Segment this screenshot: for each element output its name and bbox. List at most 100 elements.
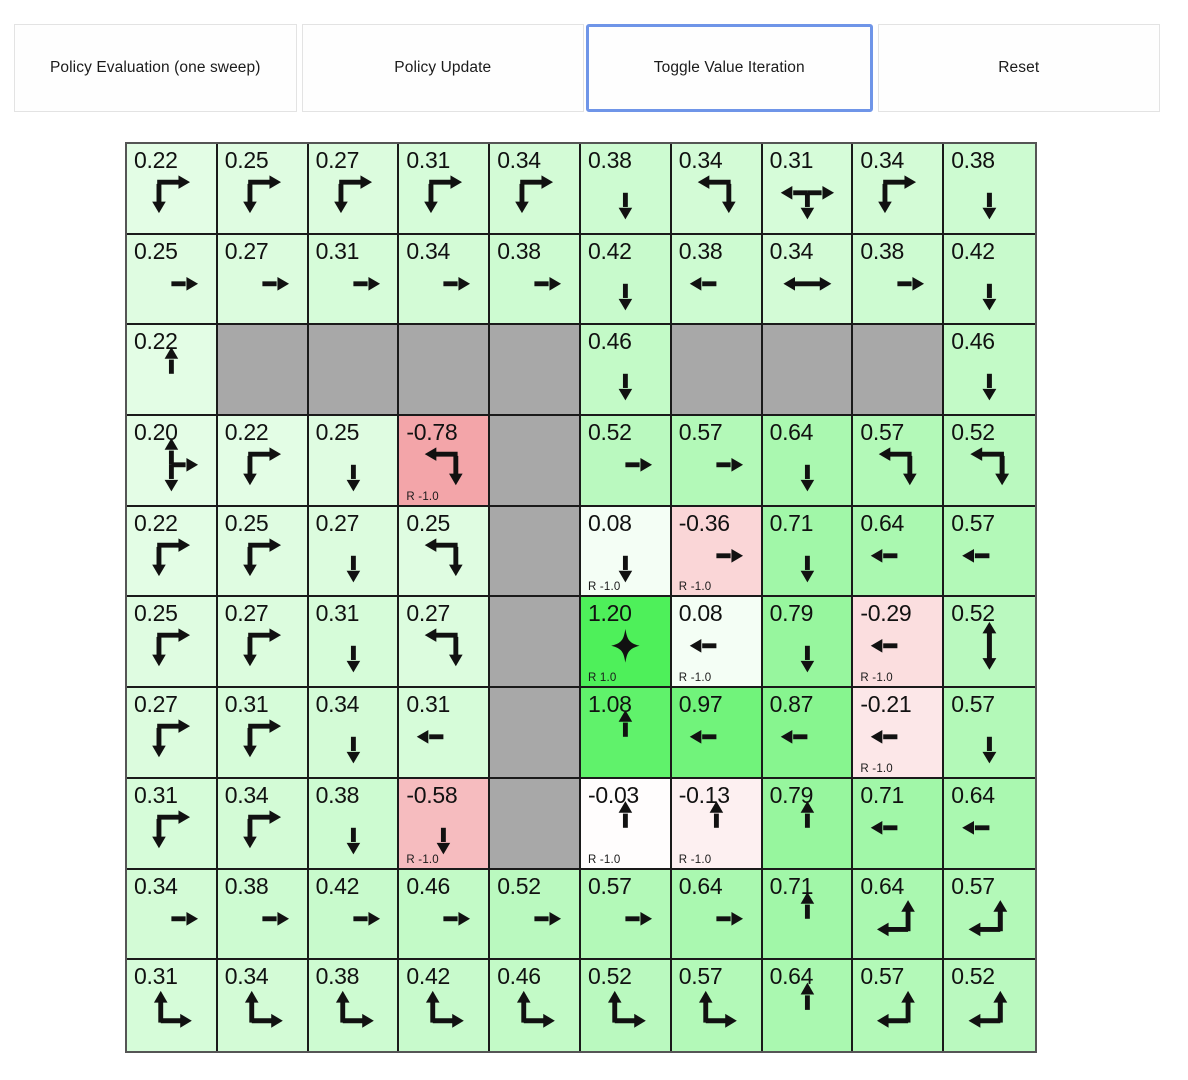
grid-cell[interactable]: 0.46 [944, 325, 1035, 417]
grid-cell[interactable]: 0.31 [308, 597, 400, 689]
grid-cell[interactable]: 0.38 [671, 234, 763, 326]
grid-cell[interactable]: 0.38 [853, 234, 945, 326]
grid-cell[interactable]: 0.34 [217, 960, 309, 1051]
grid-cell[interactable]: 0.08 R -1.0 [671, 597, 763, 689]
grid-cell[interactable]: 0.38 [490, 234, 581, 326]
grid-cell[interactable]: 0.52 [944, 960, 1035, 1051]
grid-cell[interactable]: 0.25 [127, 234, 218, 326]
grid-cell[interactable]: 0.22 [127, 506, 218, 598]
policy-update-button[interactable]: Policy Update [301, 24, 584, 112]
grid-cell[interactable]: 0.79 [762, 778, 854, 870]
grid-cell[interactable]: 0.31 [399, 144, 491, 235]
grid-cell[interactable]: 0.38 [944, 144, 1035, 235]
grid-cell[interactable]: 1.08 [581, 688, 672, 779]
grid-cell[interactable]: 0.46 [399, 869, 491, 961]
grid-cell[interactable]: 0.71 [853, 778, 945, 870]
grid-cell[interactable]: 0.42 [308, 869, 400, 961]
grid-cell[interactable]: -0.21 R -1.0 [853, 688, 945, 779]
grid-cell[interactable]: 0.42 [944, 234, 1035, 326]
grid-cell[interactable]: 0.34 [853, 144, 945, 235]
grid-cell[interactable]: 0.52 [944, 416, 1035, 507]
grid-cell[interactable]: 0.38 [308, 778, 400, 870]
grid-cell-wall[interactable] [490, 597, 581, 689]
grid-cell[interactable]: 0.20 [127, 416, 218, 507]
grid-cell[interactable]: 0.64 [671, 869, 763, 961]
grid-cell[interactable]: -0.03 R -1.0 [581, 778, 672, 870]
grid-cell[interactable]: 0.64 [944, 778, 1035, 870]
grid-cell[interactable]: 0.57 [944, 506, 1035, 598]
grid-cell[interactable]: 0.22 [127, 144, 218, 235]
grid-cell[interactable]: 0.22 [217, 416, 309, 507]
grid-cell[interactable]: 0.27 [308, 506, 400, 598]
grid-cell[interactable]: 0.25 [127, 597, 218, 689]
grid-cell-wall[interactable] [308, 325, 400, 417]
grid-cell[interactable]: -0.36 R -1.0 [671, 506, 763, 598]
grid-cell[interactable]: 0.57 [671, 960, 763, 1051]
grid-cell[interactable]: 0.31 [127, 778, 218, 870]
grid-cell[interactable]: 0.42 [581, 234, 672, 326]
grid-cell[interactable]: 0.87 [762, 688, 854, 779]
grid-cell[interactable]: 0.34 [399, 234, 491, 326]
grid-cell[interactable]: 0.34 [217, 778, 309, 870]
grid-cell-wall[interactable] [490, 506, 581, 598]
grid-cell-wall[interactable] [490, 416, 581, 507]
grid-cell[interactable]: 0.64 [853, 869, 945, 961]
grid-cell[interactable]: -0.29 R -1.0 [853, 597, 945, 689]
policy-evaluation-button[interactable]: Policy Evaluation (one sweep) [14, 24, 297, 112]
grid-cell[interactable]: 0.27 [308, 144, 400, 235]
grid-cell[interactable]: 0.34 [127, 869, 218, 961]
grid-cell[interactable]: 0.57 [581, 869, 672, 961]
grid-cell[interactable]: 0.22 [127, 325, 218, 417]
grid-cell[interactable]: 0.31 [762, 144, 854, 235]
grid-cell[interactable]: 0.64 [853, 506, 945, 598]
grid-cell[interactable]: 0.97 [671, 688, 763, 779]
reset-button[interactable]: Reset [877, 24, 1160, 112]
grid-cell[interactable]: 0.71 [762, 869, 854, 961]
grid-cell[interactable]: -0.13 R -1.0 [671, 778, 763, 870]
grid-cell-wall[interactable] [762, 325, 854, 417]
grid-cell[interactable]: 0.57 [944, 869, 1035, 961]
grid-cell[interactable]: 0.27 [217, 234, 309, 326]
grid-cell-wall[interactable] [671, 325, 763, 417]
grid-cell[interactable]: 0.27 [217, 597, 309, 689]
grid-cell[interactable]: 0.57 [853, 416, 945, 507]
grid-cell[interactable]: 0.31 [308, 234, 400, 326]
grid-cell[interactable]: 0.38 [308, 960, 400, 1051]
grid-cell[interactable]: 0.52 [581, 416, 672, 507]
grid-cell[interactable]: 0.31 [127, 960, 218, 1051]
toggle-value-iteration-button[interactable]: Toggle Value Iteration [586, 24, 873, 112]
grid-cell[interactable]: 0.46 [490, 960, 581, 1051]
grid-cell[interactable]: 0.64 [762, 960, 854, 1051]
grid-cell[interactable]: 0.71 [762, 506, 854, 598]
grid-cell[interactable]: 0.52 [490, 869, 581, 961]
grid-cell[interactable]: 0.38 [581, 144, 672, 235]
grid-cell-wall[interactable] [490, 778, 581, 870]
grid-cell[interactable]: 0.25 [308, 416, 400, 507]
grid-cell-wall[interactable] [217, 325, 309, 417]
grid-cell[interactable]: 0.08 R -1.0 [581, 506, 672, 598]
grid-cell[interactable]: 0.57 [671, 416, 763, 507]
grid-cell[interactable]: -0.78 R -1.0 [399, 416, 491, 507]
grid-cell[interactable]: 0.25 [217, 144, 309, 235]
grid-cell[interactable]: 0.52 [944, 597, 1035, 689]
grid-cell[interactable]: 0.31 [217, 688, 309, 779]
grid-cell[interactable]: 0.34 [671, 144, 763, 235]
grid-cell[interactable]: 0.25 [217, 506, 309, 598]
grid-cell[interactable]: 0.34 [762, 234, 854, 326]
grid-cell[interactable]: 0.52 [581, 960, 672, 1051]
grid-cell-wall[interactable] [853, 325, 945, 417]
grid-cell[interactable]: 0.31 [399, 688, 491, 779]
grid-cell[interactable]: 0.25 [399, 506, 491, 598]
grid-cell[interactable]: 0.34 [308, 688, 400, 779]
grid-cell[interactable]: 0.57 [853, 960, 945, 1051]
grid-cell-wall[interactable] [399, 325, 491, 417]
grid-cell[interactable]: 0.79 [762, 597, 854, 689]
grid-cell[interactable]: 0.64 [762, 416, 854, 507]
grid-cell-wall[interactable] [490, 325, 581, 417]
grid-cell[interactable]: -0.58 R -1.0 [399, 778, 491, 870]
grid-cell[interactable]: 0.46 [581, 325, 672, 417]
grid-cell[interactable]: 0.27 [127, 688, 218, 779]
grid-cell[interactable]: 0.57 [944, 688, 1035, 779]
grid-cell[interactable]: 0.27 [399, 597, 491, 689]
grid-cell[interactable]: 1.20 R 1.0 [581, 597, 672, 689]
